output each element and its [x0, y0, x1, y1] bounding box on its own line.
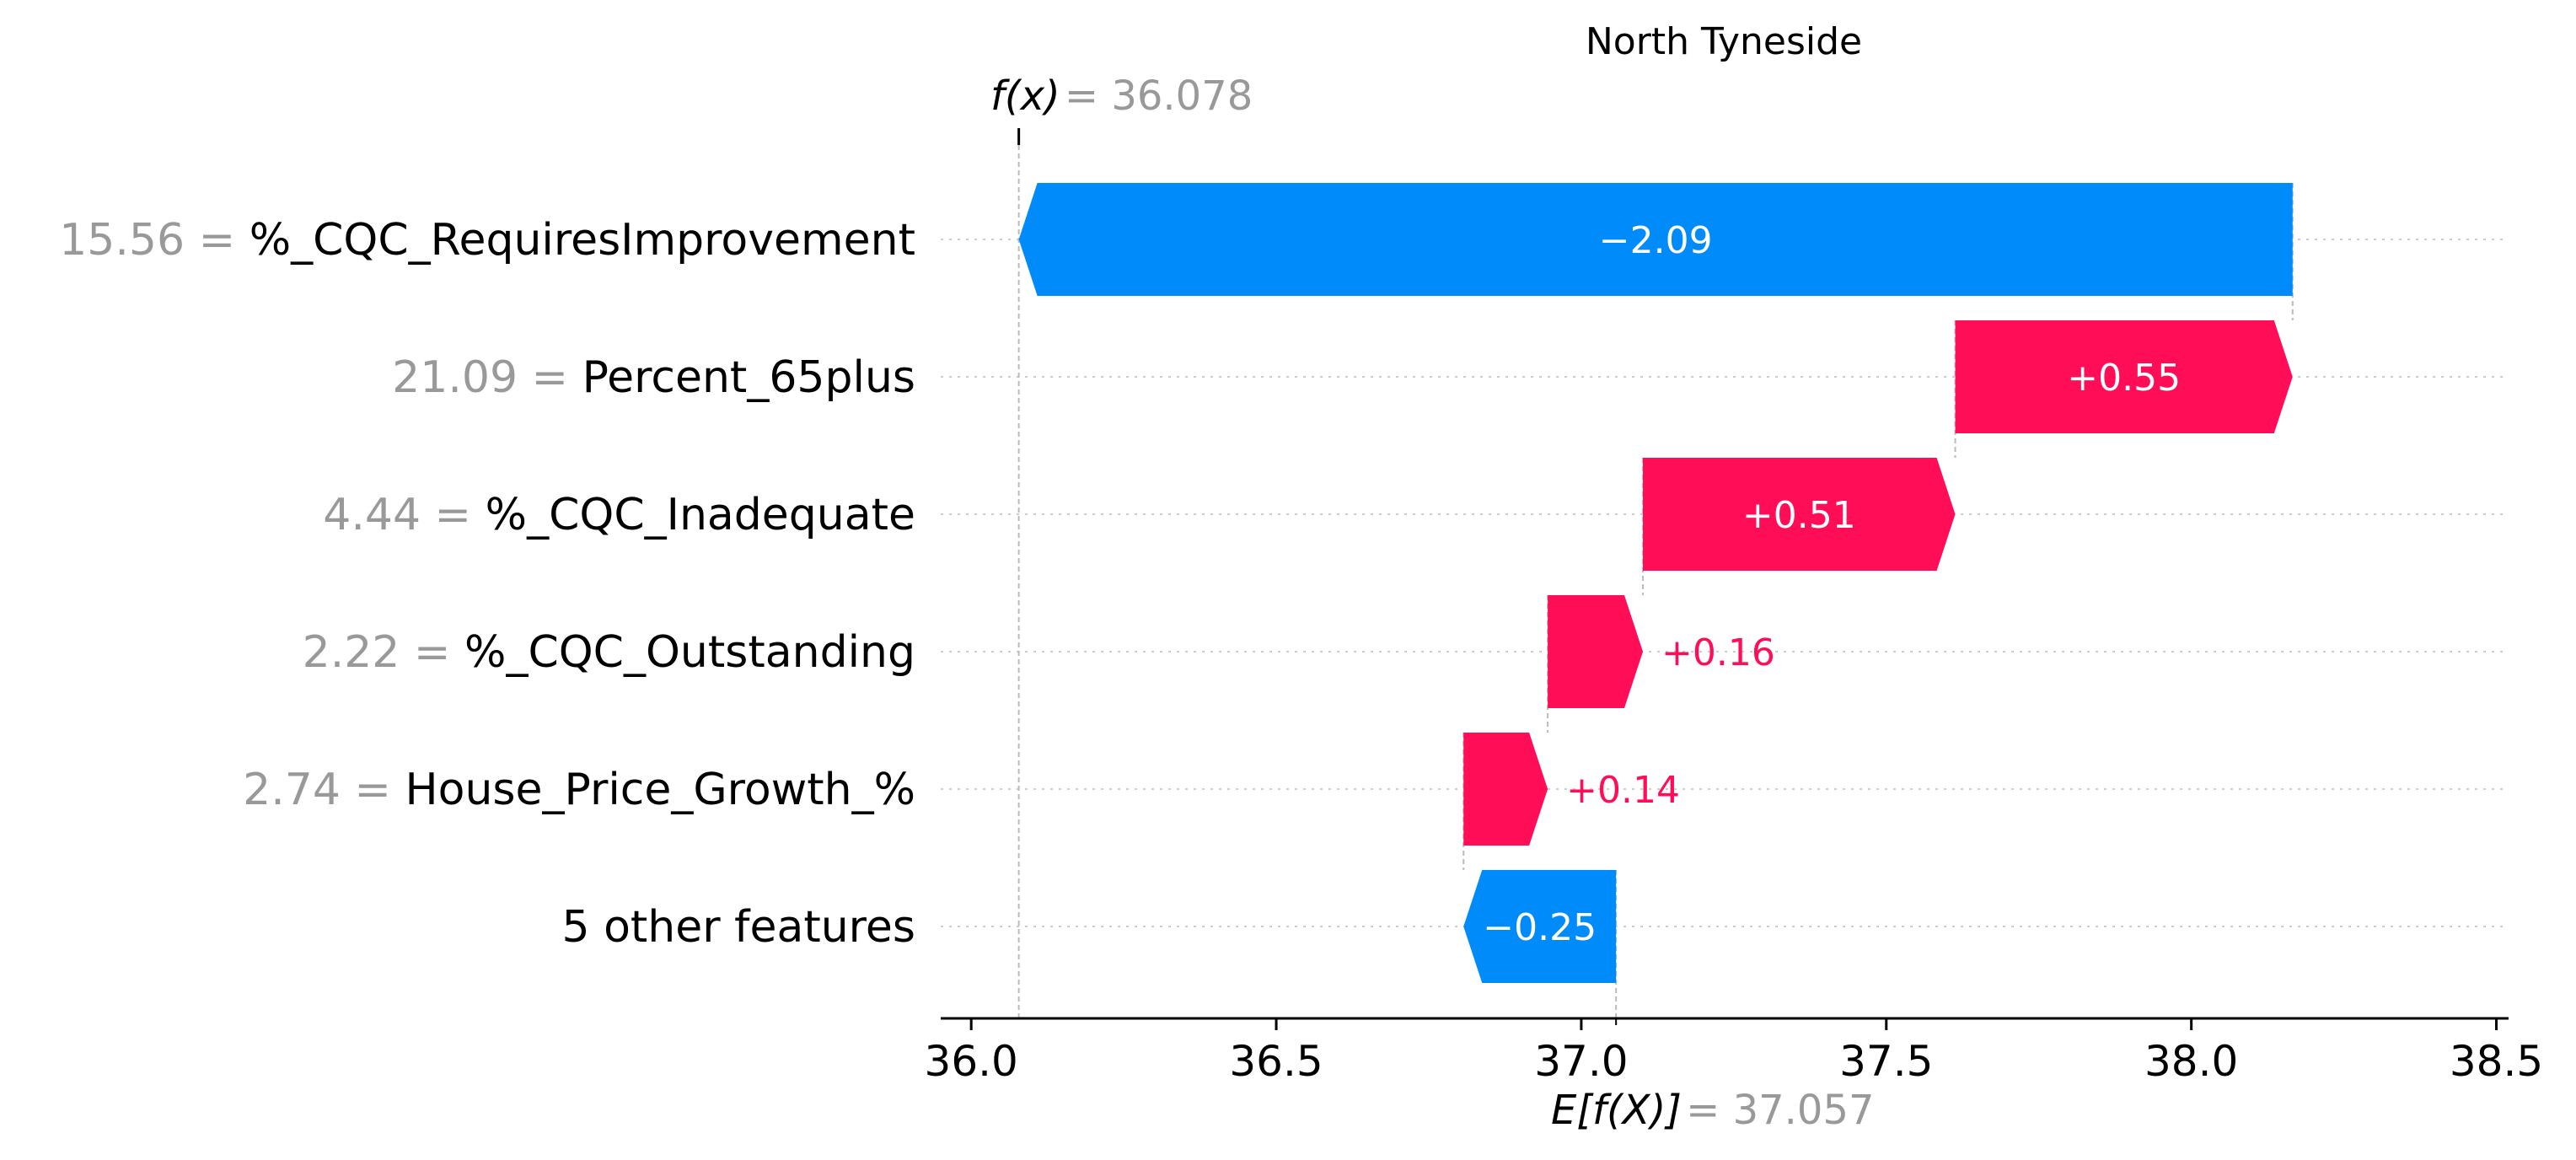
- feature-value: 21.09 =: [392, 352, 582, 403]
- contribution-bar: [1955, 320, 2293, 433]
- contribution-label: +0.14: [1566, 769, 1680, 812]
- feature-value: 2.22 =: [303, 627, 464, 678]
- x-tick-label: 36.5: [1229, 1037, 1323, 1086]
- expected-annotation: E[f(X)] = 37.057: [1551, 1087, 1875, 1134]
- feature-value: 2.74 =: [243, 765, 405, 815]
- feature-label: 2.22 = %_CQC_Outstanding: [303, 627, 915, 678]
- svg-text:f(x) = 36.078: f(x) = 36.078: [990, 72, 1253, 120]
- contribution-label: +0.51: [1742, 494, 1856, 537]
- contribution-label: −2.09: [1599, 219, 1713, 262]
- x-tick-label: 38.5: [2450, 1037, 2543, 1086]
- feature-name: House_Price_Growth_%: [405, 765, 915, 815]
- x-tick-label: 37.5: [1839, 1037, 1933, 1086]
- contribution-bar: [1548, 595, 1644, 708]
- feature-name: 5 other features: [561, 902, 915, 953]
- chart-title: North Tyneside: [1586, 20, 1862, 63]
- x-tick-label: 37.0: [1534, 1037, 1628, 1086]
- expected-label: E[f(X)]: [1551, 1087, 1682, 1134]
- feature-value: 4.44 =: [323, 490, 485, 540]
- expected-value: 37.057: [1733, 1087, 1875, 1134]
- feature-label: 4.44 = %_CQC_Inadequate: [323, 490, 915, 540]
- fx-annotation: f(x) = 36.078: [990, 72, 1253, 120]
- x-tick-label: 36.0: [925, 1037, 1018, 1086]
- fx-value: 36.078: [1111, 72, 1253, 120]
- fx-equals: =: [1065, 72, 1111, 120]
- feature-label: 21.09 = Percent_65plus: [392, 352, 915, 403]
- feature-name: %_CQC_RequiresImprovement: [250, 215, 915, 266]
- contribution-label: +0.55: [2067, 357, 2181, 400]
- feature-label: 2.74 = House_Price_Growth_%: [243, 765, 915, 815]
- contribution-bar: [1463, 870, 1617, 983]
- feature-name: %_CQC_Inadequate: [486, 490, 915, 540]
- contribution-label: −0.25: [1483, 906, 1597, 949]
- contribution-label: +0.16: [1661, 631, 1775, 674]
- feature-name: Percent_65plus: [582, 352, 915, 403]
- fx-label: f(x): [990, 72, 1060, 120]
- contribution-bar: [1018, 183, 2293, 296]
- feature-name: %_CQC_Outstanding: [464, 627, 915, 678]
- x-axis: 36.0 36.5 37.0 37.5 38.0 38.5: [925, 1017, 2543, 1086]
- expected-equals: =: [1686, 1087, 1732, 1134]
- svg-text:E[f(X)] = 37.057: E[f(X)] = 37.057: [1551, 1087, 1875, 1134]
- feature-labels: 15.56 = %_CQC_RequiresImprovement 21.09 =…: [59, 215, 915, 953]
- contribution-bar: [1463, 733, 1548, 846]
- contribution-bars: −2.09 +0.55 +0.51 +0.16 +0.14 −0.25: [1018, 183, 2293, 983]
- feature-value: 15.56 =: [59, 215, 250, 266]
- contribution-bar: [1643, 458, 1956, 571]
- x-tick-label: 38.0: [2144, 1037, 2238, 1086]
- feature-label: 5 other features: [561, 902, 915, 953]
- feature-label: 15.56 = %_CQC_RequiresImprovement: [59, 215, 915, 266]
